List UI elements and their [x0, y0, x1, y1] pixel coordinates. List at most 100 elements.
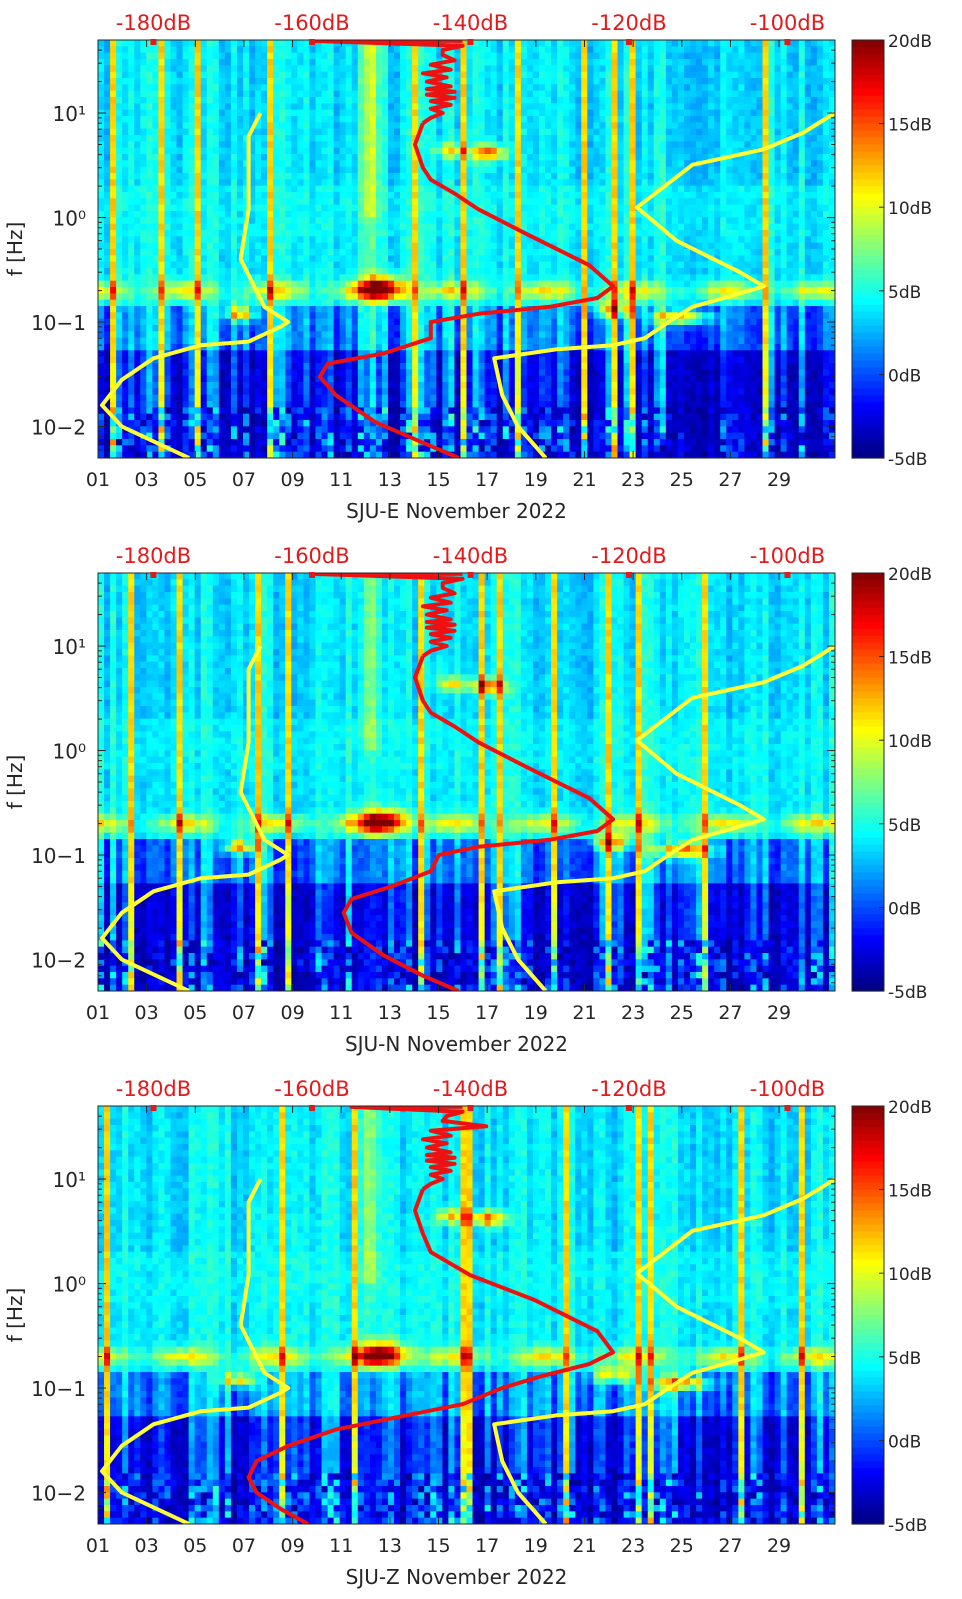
colorbar-tick-label: 5dB	[888, 1349, 921, 1369]
colorbar-tick-label: 15dB	[888, 116, 932, 136]
top-tick-label: -180dB	[116, 1077, 191, 1101]
x-tick-label: 01	[86, 469, 110, 491]
x-tick-label: 19	[524, 1535, 548, 1557]
top-tick-label: -140dB	[433, 1077, 508, 1101]
top-tick-label: -100dB	[750, 1077, 825, 1101]
spectrogram-panel-north: 01 03 05 07 09 11 13 15 17 19 21 23 25 27 29 SJU-N Nove…	[3, 544, 932, 1056]
x-tick-label: 11	[329, 1535, 353, 1557]
x-tick-label: 15	[426, 469, 450, 491]
colorbar-tick-label: 10dB	[888, 1265, 932, 1285]
x-tick-label: 25	[670, 1535, 694, 1557]
x-tick-label: 17	[475, 1002, 499, 1024]
top-tick-label: -160dB	[274, 544, 349, 568]
x-tick-label: 13	[378, 1002, 402, 1024]
x-tick-label: 27	[718, 1535, 742, 1557]
x-axis-label: SJU-Z November 2022	[346, 1565, 568, 1589]
x-tick-label: 09	[280, 1535, 304, 1557]
top-tick-label: -100dB	[750, 544, 825, 568]
x-tick-label: 21	[572, 1535, 596, 1557]
colorbar-tick-label: 10dB	[888, 199, 932, 219]
spectrogram-panel-east: 01 03 05 07 09 11 13 15 17 19 21 23 25 27 29 SJU-E Nove…	[3, 11, 932, 523]
x-axis: 01 03 05 07 09 11 13 15 17 19 21 23 25 27 29	[86, 40, 791, 491]
x-tick-label: 01	[86, 1535, 110, 1557]
y-tick-label: 10⁰	[53, 740, 86, 764]
top-axis: -180dB -160dB -140dB -120dB -100dB	[116, 11, 825, 45]
colorbar-tick-label: 0dB	[888, 899, 921, 919]
x-tick-label: 07	[232, 1002, 256, 1024]
y-axis: 10−2 10−1 10⁰ 10¹	[31, 572, 835, 992]
colorbar-tick-label: 5dB	[888, 816, 921, 836]
top-tick-label: -140dB	[433, 544, 508, 568]
y-axis-label: f [Hz]	[3, 222, 27, 277]
colorbar: 20dB 15dB 10dB 5dB 0dB -5dB	[851, 32, 932, 470]
x-axis: 01 03 05 07 09 11 13 15 17 19 21 23 25 27 29	[86, 1106, 791, 1557]
top-axis: -180dB -160dB -140dB -120dB -100dB	[116, 1077, 825, 1111]
spectrogram-image	[98, 1106, 835, 1524]
top-tick-label: -120dB	[591, 11, 666, 35]
x-tick-label: 23	[621, 1535, 645, 1557]
top-tick-label: -120dB	[591, 1077, 666, 1101]
curve-2	[317, 122, 616, 458]
y-tick-label: 10−1	[31, 311, 86, 335]
colorbar-tick-label: -5dB	[888, 1516, 927, 1536]
top-tick-label: -120dB	[591, 544, 666, 568]
colorbar-tick-label: 15dB	[888, 1182, 932, 1202]
top-tick-label: -180dB	[116, 11, 191, 35]
colorbar: 20dB 15dB 10dB 5dB 0dB -5dB	[851, 565, 932, 1003]
y-axis: 10−2 10−1 10⁰ 10¹	[31, 1105, 835, 1525]
top-axis: -180dB -160dB -140dB -120dB -100dB	[116, 544, 825, 578]
x-tick-label: 21	[572, 1002, 596, 1024]
x-tick-label: 07	[232, 469, 256, 491]
curve-0	[100, 645, 291, 991]
y-tick-label: 10−2	[31, 949, 86, 973]
x-tick-label: 13	[378, 469, 402, 491]
colorbar-tick-label: -5dB	[888, 983, 927, 1003]
x-axis-label: SJU-N November 2022	[345, 1032, 568, 1056]
top-tick-label: -140dB	[433, 11, 508, 35]
x-tick-label: 03	[135, 1002, 159, 1024]
y-tick-label: 10¹	[53, 1168, 86, 1192]
curve-1	[492, 644, 835, 991]
x-tick-label: 29	[767, 1535, 791, 1557]
x-tick-label: 21	[572, 469, 596, 491]
x-tick-label: 11	[329, 469, 353, 491]
y-tick-label: 10−1	[31, 844, 86, 868]
top-tick-label: -100dB	[750, 11, 825, 35]
colorbar-tick-label: 20dB	[888, 565, 932, 585]
curve-0	[100, 1178, 291, 1524]
x-tick-label: 25	[670, 469, 694, 491]
x-tick-label: 19	[524, 469, 548, 491]
y-tick-label: 10−1	[31, 1377, 86, 1401]
x-tick-label: 17	[475, 1535, 499, 1557]
x-tick-label: 09	[280, 1002, 304, 1024]
curve-2	[341, 655, 616, 991]
x-tick-label: 29	[767, 1002, 791, 1024]
y-tick-label: 10⁰	[53, 1273, 86, 1297]
x-tick-label: 27	[718, 1002, 742, 1024]
top-tick-label: -180dB	[116, 544, 191, 568]
x-tick-label: 17	[475, 469, 499, 491]
x-tick-label: 27	[718, 469, 742, 491]
x-tick-label: 15	[426, 1002, 450, 1024]
x-tick-label: 19	[524, 1002, 548, 1024]
x-tick-label: 23	[621, 469, 645, 491]
y-tick-label: 10−2	[31, 416, 86, 440]
colorbar-tick-label: 5dB	[888, 283, 921, 303]
x-tick-label: 03	[135, 1535, 159, 1557]
x-tick-label: 15	[426, 1535, 450, 1557]
y-tick-label: 10¹	[53, 102, 86, 126]
y-axis-label: f [Hz]	[3, 755, 27, 810]
x-tick-label: 29	[767, 469, 791, 491]
x-axis-label: SJU-E November 2022	[346, 499, 567, 523]
y-axis-label: f [Hz]	[3, 1288, 27, 1343]
x-tick-label: 25	[670, 1002, 694, 1024]
top-tick-label: -160dB	[274, 1077, 349, 1101]
x-tick-label: 11	[329, 1002, 353, 1024]
y-tick-label: 10¹	[53, 635, 86, 659]
x-tick-label: 05	[183, 1535, 207, 1557]
x-tick-label: 23	[621, 1002, 645, 1024]
curve-1	[492, 1177, 835, 1524]
model-curves	[100, 1106, 835, 1524]
spectrogram-image	[98, 573, 835, 991]
